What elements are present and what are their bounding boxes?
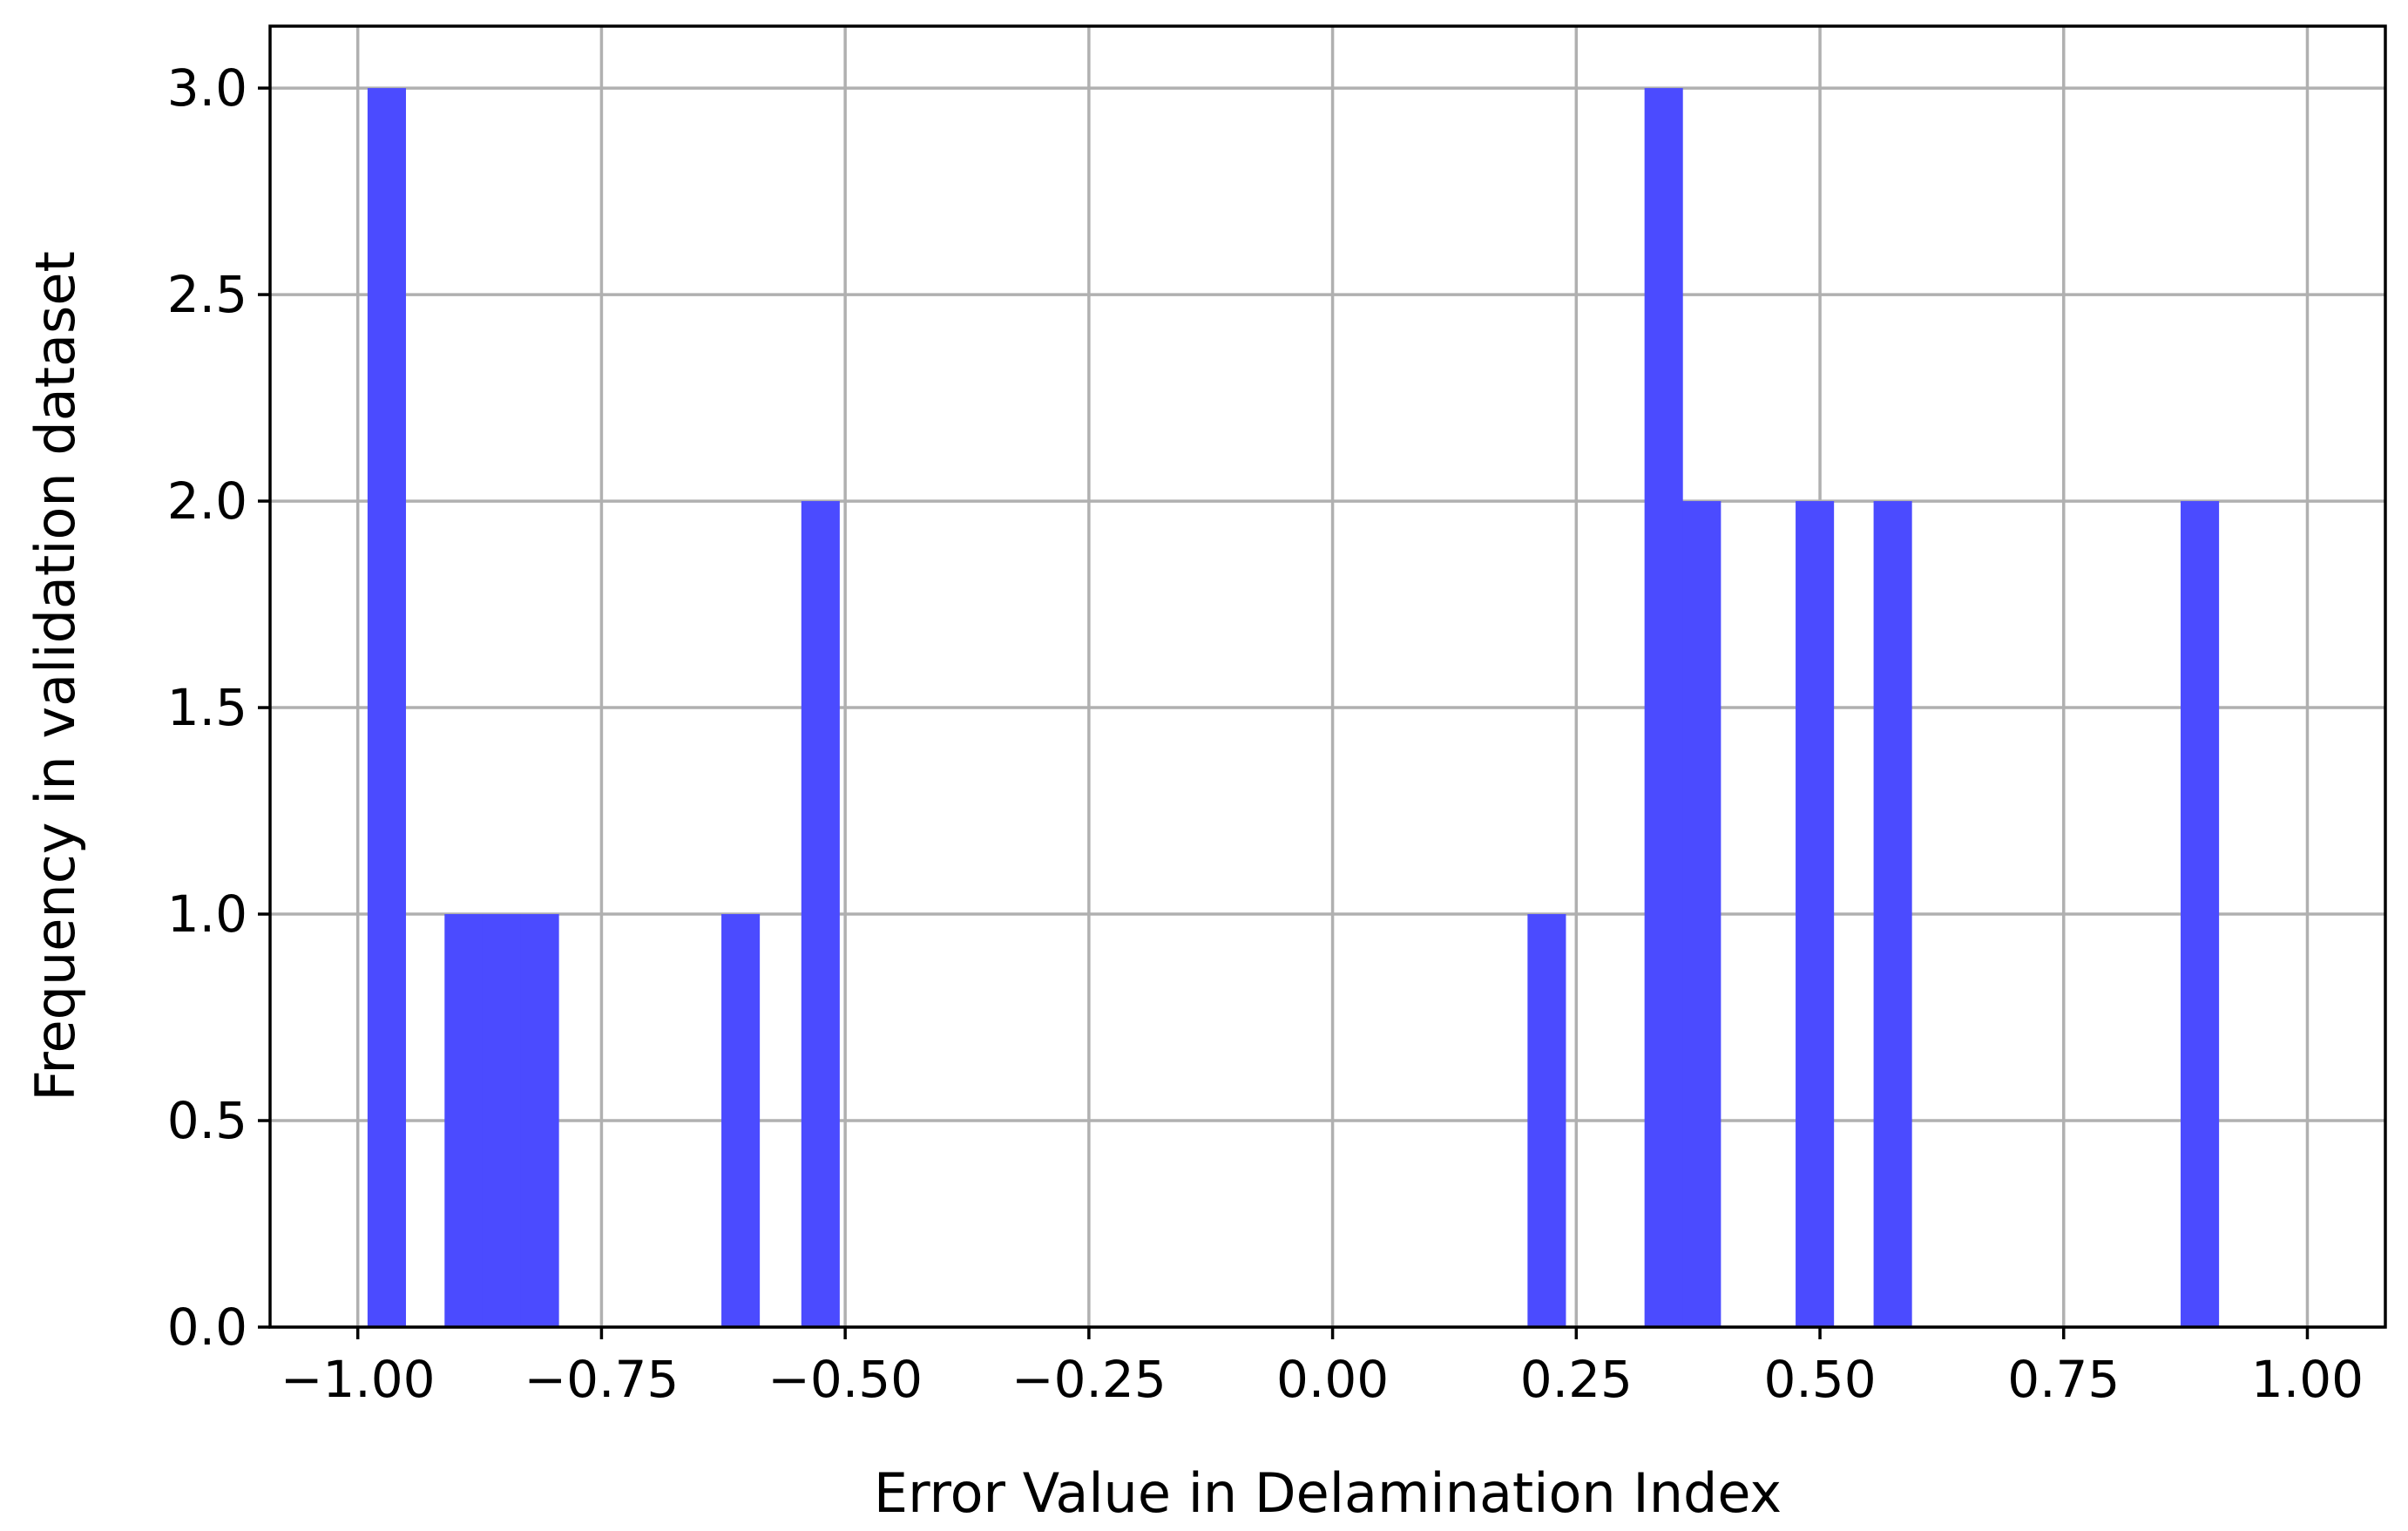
x-tick-label: −0.25: [1011, 1350, 1167, 1409]
y-tick-label: 3.0: [167, 58, 247, 118]
histogram-bar: [367, 88, 406, 1328]
histogram-bar: [721, 914, 761, 1327]
histogram-bar: [1527, 914, 1566, 1327]
x-tick-label: 0.25: [1520, 1350, 1633, 1409]
x-tick-label: 0.75: [2007, 1350, 2120, 1409]
histogram-bar: [520, 914, 559, 1327]
y-axis-ticks: 0.0 0.5 1.0 1.5 2.0 2.5 3.0: [167, 58, 270, 1357]
histogram-bars: [367, 88, 2220, 1328]
y-axis-label: Frequency in validation dataset: [24, 251, 87, 1101]
histogram-bar: [444, 914, 484, 1327]
x-tick-label: −1.00: [281, 1350, 436, 1409]
histogram-bar: [1682, 501, 1721, 1327]
y-tick-label: 2.5: [167, 265, 247, 324]
y-tick-label: 1.0: [167, 884, 247, 944]
histogram-bar: [2181, 501, 2220, 1327]
x-tick-label: −0.75: [524, 1350, 680, 1409]
histogram-bar: [482, 914, 522, 1327]
histogram-bar: [1873, 501, 1912, 1327]
x-tick-label: 0.50: [1763, 1350, 1876, 1409]
histogram-bar: [801, 501, 840, 1327]
x-axis-ticks: −1.00 −0.75 −0.50 −0.25 0.00 0.25 0.50 0.75 1.00: [281, 1327, 2364, 1409]
y-tick-label: 0.0: [167, 1297, 247, 1357]
grid: [270, 26, 2385, 1329]
y-tick-label: 2.0: [167, 471, 247, 531]
histogram-bar: [1796, 501, 1835, 1327]
x-tick-label: 1.00: [2251, 1350, 2364, 1409]
x-tick-label: 0.00: [1276, 1350, 1389, 1409]
y-tick-label: 1.5: [167, 678, 247, 737]
x-tick-label: −0.50: [768, 1350, 923, 1409]
x-axis-label: Error Value in Delamination Index: [874, 1461, 1782, 1525]
y-tick-label: 0.5: [167, 1091, 247, 1150]
histogram-bar: [1644, 88, 1683, 1328]
plot-frame: [268, 24, 2387, 1329]
